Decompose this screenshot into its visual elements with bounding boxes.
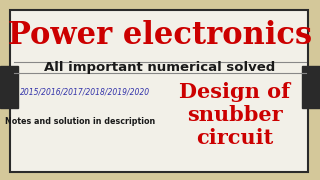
Bar: [0, 66, 18, 108]
Text: Power electronics: Power electronics: [8, 19, 312, 51]
Text: All important numerical solved: All important numerical solved: [44, 60, 276, 73]
Text: circuit: circuit: [196, 128, 274, 148]
Text: Notes and solution in description: Notes and solution in description: [5, 118, 155, 127]
Bar: [302, 66, 320, 108]
Text: Design of: Design of: [180, 82, 291, 102]
Text: 2015/2016/2017/2018/2019/2020: 2015/2016/2017/2018/2019/2020: [20, 87, 150, 96]
Text: snubber: snubber: [187, 105, 283, 125]
